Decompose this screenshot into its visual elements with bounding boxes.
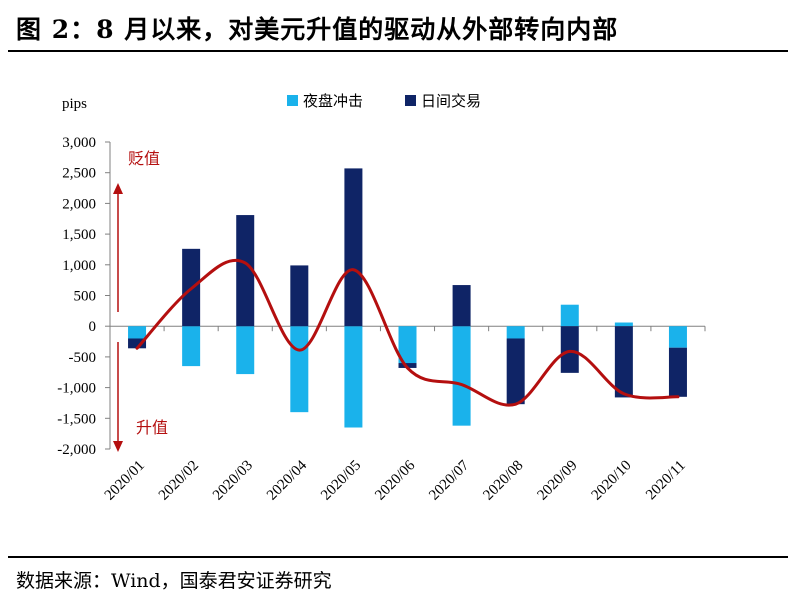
annotation-depreciation: 贬值 — [128, 149, 160, 168]
bar-night-session — [452, 326, 471, 426]
y-tick-label: 0 — [89, 319, 97, 335]
legend-swatch-night-session — [287, 95, 298, 106]
y-tick-label: 2,500 — [62, 166, 96, 182]
bar-day-session — [668, 347, 687, 397]
y-tick-label: -500 — [69, 350, 97, 366]
x-tick-label: 2020/10 — [589, 458, 635, 504]
x-tick-label: 2020/04 — [264, 457, 310, 503]
x-tick-label: 2020/09 — [535, 458, 581, 504]
top-rule — [8, 50, 788, 52]
bar-night-session — [182, 326, 201, 367]
y-tick-label: 1,000 — [62, 258, 96, 274]
bar-day-session — [452, 285, 471, 327]
bar-night-session — [668, 326, 687, 348]
bar-day-session — [560, 326, 579, 373]
arrow-down-head — [113, 441, 123, 452]
bar-day-session — [398, 363, 417, 368]
bar-night-session — [128, 326, 147, 339]
y-tick-label: -1,500 — [57, 411, 96, 427]
series-line-total — [135, 258, 680, 407]
x-tick-label: 2020/05 — [318, 458, 364, 504]
chart-title: 图 2：8 月以来，对美元升值的驱动从外部转向内部 — [16, 15, 619, 44]
y-tick-label: 3,000 — [62, 135, 96, 151]
bar-day-session — [506, 338, 525, 405]
y-tick-label: -2,000 — [57, 442, 96, 458]
y-unit-label: pips — [62, 96, 87, 112]
legend-label-night-session: 夜盘冲击 — [303, 92, 363, 110]
annotation-appreciation: 升值 — [136, 418, 168, 437]
x-tick-label: 2020/06 — [372, 457, 418, 503]
y-tick-label: 500 — [74, 289, 97, 305]
y-tick-label: 2,000 — [62, 196, 96, 212]
x-tick-label: 2020/03 — [210, 458, 256, 504]
bar-night-session — [560, 304, 579, 327]
y-tick-label: -1,000 — [57, 381, 96, 397]
y-tick-label: 1,500 — [62, 227, 96, 243]
bar-day-session — [344, 168, 363, 327]
bar-day-session — [614, 326, 633, 398]
arrow-up-head — [113, 183, 123, 194]
x-tick-label: 2020/07 — [426, 457, 472, 503]
bar-night-session — [506, 326, 525, 339]
legend-label-day-session: 日间交易 — [421, 92, 481, 110]
chart: 3,000 2,500 2,000 1,500 1,000 500 0 -500 -1,000 -… — [57, 92, 706, 504]
x-tick-label: 2020/02 — [156, 458, 202, 504]
x-tick-label: 2020/08 — [480, 458, 526, 504]
bottom-rule — [8, 556, 788, 558]
bar-night-session — [236, 326, 255, 375]
x-tick-label: 2020/01 — [102, 458, 148, 504]
legend-swatch-day-session — [405, 95, 416, 106]
source-note: 数据来源：Wind，国泰君安证券研究 — [16, 570, 332, 592]
x-tick-label: 2020/11 — [643, 458, 689, 504]
bar-day-session — [290, 265, 309, 327]
bar-night-session — [614, 322, 633, 327]
bar-day-session — [236, 215, 255, 327]
bar-day-session — [128, 338, 147, 349]
bar-night-session — [398, 326, 417, 364]
bar-night-session — [344, 326, 363, 428]
bar-night-session — [290, 326, 309, 413]
